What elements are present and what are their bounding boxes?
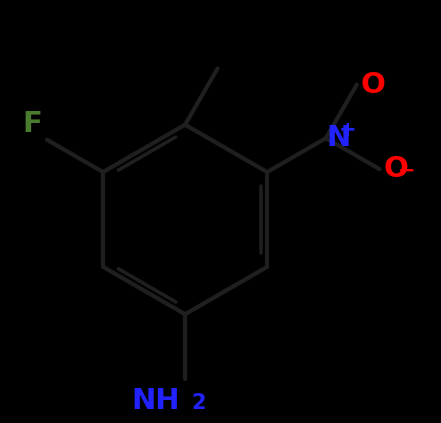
Text: O: O bbox=[384, 155, 408, 183]
Text: 2: 2 bbox=[192, 393, 206, 413]
Text: +: + bbox=[339, 120, 357, 140]
Text: NH: NH bbox=[131, 387, 180, 415]
Text: −: − bbox=[398, 161, 415, 181]
Text: F: F bbox=[22, 110, 42, 137]
Text: O: O bbox=[361, 71, 386, 99]
Text: N: N bbox=[326, 124, 350, 152]
